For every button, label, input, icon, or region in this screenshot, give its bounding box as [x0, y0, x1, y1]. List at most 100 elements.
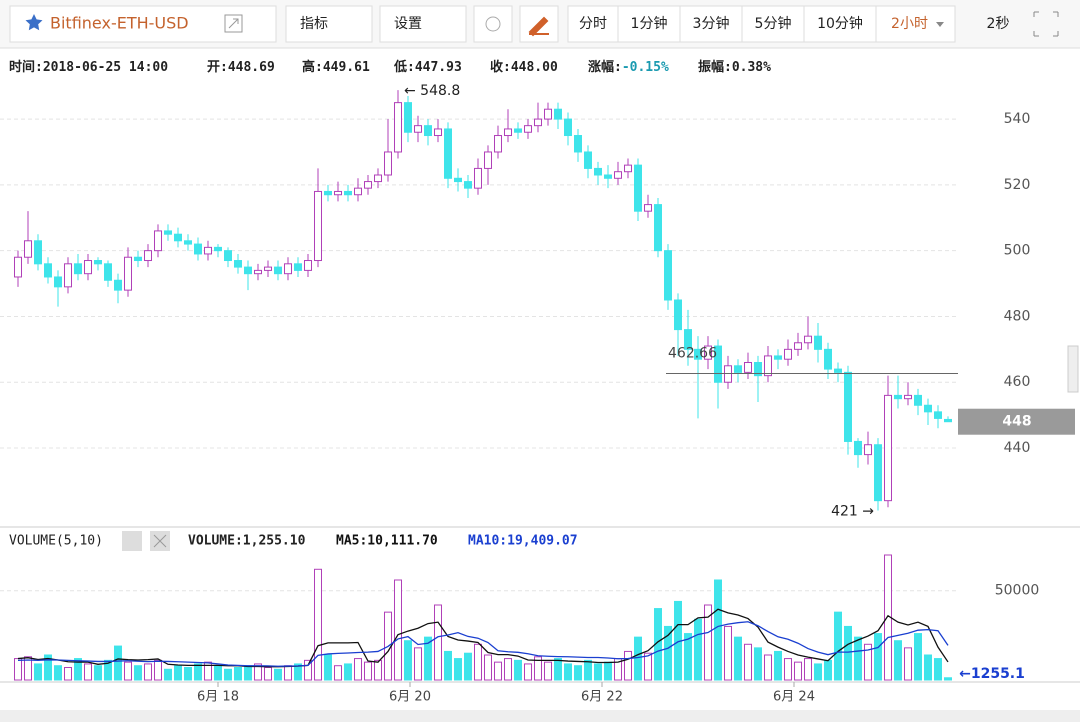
period-button[interactable]	[617, 5, 681, 43]
info-value: 2018-06-25 14:00	[43, 60, 168, 75]
candle-body	[314, 190, 322, 262]
dropdown-caret	[936, 22, 944, 27]
indicator-button[interactable]	[285, 5, 373, 43]
volume-annotation: ←1255.1	[959, 666, 1025, 682]
candle-body	[44, 263, 52, 278]
volume-bar	[194, 663, 202, 681]
symbol-box[interactable]	[9, 5, 277, 43]
candle-body	[244, 266, 252, 275]
theme-button[interactable]	[473, 5, 513, 43]
volume-bar	[904, 647, 912, 681]
fullscreen-icon[interactable]	[1033, 11, 1059, 37]
candle-body	[34, 240, 42, 265]
candle-body	[364, 181, 372, 189]
volume-bar	[934, 658, 942, 681]
candle-body	[554, 108, 562, 120]
candle-body	[134, 256, 142, 262]
volume-bar	[584, 659, 592, 681]
candle-body	[874, 444, 882, 502]
x-tick-label: 6月 20	[389, 690, 431, 705]
volume-bar	[834, 611, 842, 681]
candle-body	[24, 240, 32, 258]
x-tick-label: 6月 18	[197, 690, 239, 705]
candle-body	[514, 128, 522, 133]
volume-bar	[784, 658, 792, 681]
candle-body	[14, 256, 22, 278]
candle-body	[574, 135, 582, 153]
volume-bar	[514, 659, 522, 681]
pen-icon	[528, 16, 549, 37]
candle-body	[584, 151, 592, 169]
candle-body	[124, 256, 132, 291]
volume-header: MA10:19,409.07	[468, 534, 578, 549]
y-tick-label: 520	[1004, 177, 1031, 193]
volume-bar	[924, 654, 932, 681]
candle-body	[344, 190, 352, 196]
info-label: 高:	[302, 59, 323, 75]
y-tick-label: 500	[1004, 243, 1031, 259]
candle-body	[784, 348, 792, 360]
candle-body	[524, 125, 532, 133]
volume-bar	[604, 661, 612, 681]
candle-body	[194, 243, 202, 255]
info-value: 447.93	[415, 60, 462, 75]
volume-bar	[74, 658, 82, 681]
candle-body	[684, 329, 692, 350]
candle-body	[434, 128, 442, 137]
candle-body	[374, 174, 382, 183]
y-tick-label: 460	[1004, 374, 1031, 390]
symbol-title: Bitfinex-ETH-USD	[50, 14, 189, 33]
volume-bar	[454, 658, 462, 681]
candle-body	[664, 250, 672, 301]
volume-bar	[374, 659, 382, 681]
star-icon[interactable]	[25, 14, 43, 31]
side-handle[interactable]	[1067, 345, 1079, 393]
volume-bar	[684, 633, 692, 681]
candle-body	[764, 355, 772, 377]
volume-settings-icon[interactable]	[122, 531, 142, 551]
volume-bar	[744, 643, 752, 681]
candle-body	[454, 177, 462, 183]
volume-bar	[324, 654, 332, 681]
last-price-label: 448	[1002, 414, 1031, 430]
info-value: 449.61	[323, 60, 370, 75]
candle-body	[64, 263, 72, 288]
candle-body	[464, 181, 472, 189]
volume-bar	[144, 663, 152, 681]
info-item: 振幅:0.38%	[698, 59, 771, 75]
settings-button[interactable]	[379, 5, 467, 43]
volume-bar	[134, 665, 142, 681]
volume-bar	[914, 633, 922, 681]
volume-bar	[814, 663, 822, 681]
candle-body	[304, 260, 312, 271]
volume-bar	[434, 604, 442, 681]
period-label: 1分钟	[631, 15, 668, 32]
info-label: 振幅:	[698, 59, 732, 75]
info-label: 收:	[490, 59, 511, 75]
volume-bar	[114, 645, 122, 681]
info-item: 低:447.93	[393, 59, 462, 75]
candle-body	[224, 250, 232, 262]
popout-arrow	[228, 18, 239, 29]
candle-body	[534, 118, 542, 127]
info-item: 收:448.00	[490, 59, 558, 75]
volume-bar	[824, 659, 832, 681]
indicator-label: 指标	[300, 16, 328, 32]
settings-label: 设置	[394, 16, 422, 32]
candle-body	[94, 260, 102, 265]
volume-bar	[774, 650, 782, 681]
volume-bar	[314, 568, 322, 681]
info-item: 高:449.61	[302, 59, 370, 75]
volume-bar	[594, 663, 602, 681]
candle-body	[354, 187, 362, 196]
volume-bar	[624, 650, 632, 681]
y-tick-label: 50000	[995, 583, 1040, 599]
popout-icon[interactable]	[224, 14, 243, 33]
volume-bar	[504, 658, 512, 681]
candle-body	[884, 394, 892, 502]
volume-bar	[804, 658, 812, 681]
info-value: 0.38%	[732, 60, 771, 75]
candle-body	[674, 299, 682, 331]
candle-body	[924, 404, 932, 413]
period-button[interactable]	[803, 5, 877, 43]
